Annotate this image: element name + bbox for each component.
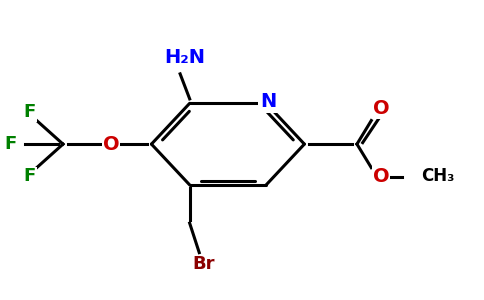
Text: Br: Br — [193, 255, 215, 273]
Text: CH₃: CH₃ — [422, 167, 455, 185]
Text: F: F — [23, 103, 36, 121]
Text: H₂N: H₂N — [165, 48, 205, 67]
Text: F: F — [23, 167, 36, 185]
Text: O: O — [373, 99, 389, 118]
Text: O: O — [103, 135, 119, 154]
Text: N: N — [260, 92, 277, 111]
Text: F: F — [4, 135, 16, 153]
Text: O: O — [373, 167, 389, 186]
